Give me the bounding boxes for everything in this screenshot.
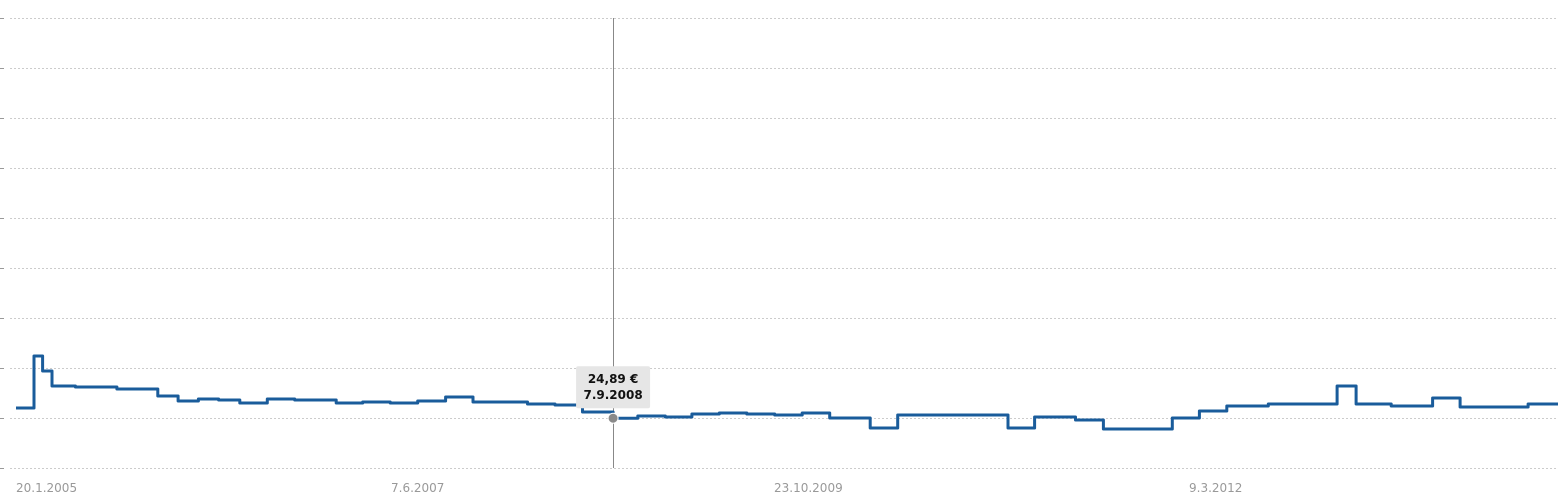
gridlines xyxy=(10,18,1558,469)
series-line xyxy=(16,354,1558,431)
y-axis-ticks xyxy=(0,18,4,469)
x-tick-label: 9.3.2012 xyxy=(1189,481,1242,495)
tooltip-date: 7.9.2008 xyxy=(583,388,642,402)
x-tick-label: 23.10.2009 xyxy=(774,481,843,495)
tooltip: 24,89 € 7.9.2008 xyxy=(576,366,651,409)
x-tick-label: 20.1.2005 xyxy=(16,481,77,495)
x-tick-label: 7.6.2007 xyxy=(391,481,444,495)
tooltip-background xyxy=(576,366,651,409)
hover-marker[interactable] xyxy=(607,412,619,424)
tooltip-value: 24,89 € xyxy=(588,372,638,386)
x-axis-labels: 20.1.2005 7.6.2007 23.10.2009 9.3.2012 xyxy=(16,481,1242,495)
